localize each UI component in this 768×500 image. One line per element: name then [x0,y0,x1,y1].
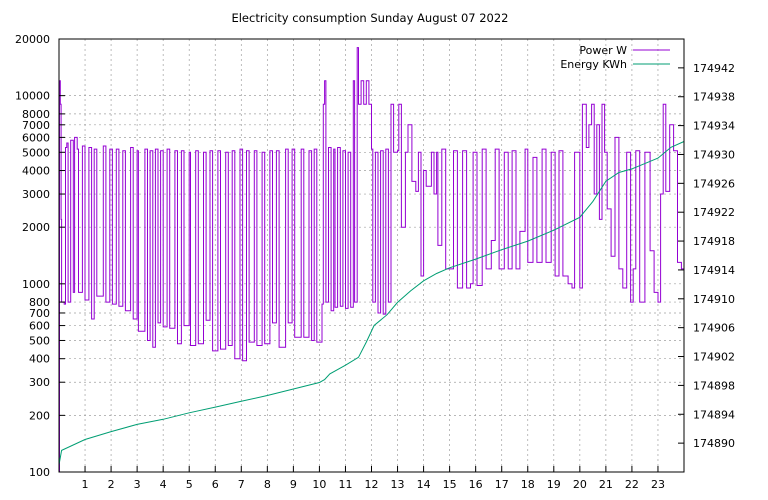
x-tick-label: 2 [108,478,115,491]
x-tick-label: 22 [625,478,639,491]
y2-tick-label: 174910 [693,293,735,306]
y2-tick-label: 174934 [693,120,735,133]
x-tick-label: 13 [391,478,405,491]
power-line [59,47,684,473]
power-series [59,47,684,473]
energy-series [58,141,685,465]
x-tick-label: 19 [547,478,561,491]
x-tick-label: 3 [134,478,141,491]
y2-tick-label: 174930 [693,148,735,161]
y-tick-label: 1000 [22,278,50,291]
legend-label-power: Power W [579,44,627,57]
x-tick-label: 17 [495,478,509,491]
y-tick-label: 100 [29,466,50,479]
energy-line [58,141,685,465]
y-tick-label: 600 [29,320,50,333]
x-tick-label: 16 [469,478,483,491]
y-tick-label: 700 [29,307,50,320]
y-tick-label: 2000 [22,221,50,234]
x-tick-label: 6 [212,478,219,491]
y2-tick-label: 174918 [693,235,735,248]
y-tick-label: 200 [29,409,50,422]
x-tick-label: 20 [573,478,587,491]
y2-tick-label: 174898 [693,379,735,392]
x-tick-label: 12 [365,478,379,491]
y-tick-label: 4000 [22,165,50,178]
y-tick-label: 3000 [22,188,50,201]
y-tick-label: 800 [29,296,50,309]
y-tick-label: 5000 [22,146,50,159]
y2-tick-label: 174922 [693,206,735,219]
x-tick-label: 9 [290,478,297,491]
y2-tick-label: 174894 [693,408,735,421]
legend: Power W Energy KWh [560,44,670,71]
x-tick-label: 21 [599,478,613,491]
y-tick-label: 10000 [15,90,50,103]
x-tick-label: 15 [443,478,457,491]
x-tick-label: 18 [521,478,535,491]
x-tick-label: 7 [238,478,245,491]
y-tick-label: 7000 [22,119,50,132]
y-tick-label: 500 [29,334,50,347]
y-tick-label: 300 [29,376,50,389]
y2-tick-label: 174942 [693,62,735,75]
y2-tick-label: 174890 [693,437,735,450]
chart-title: Electricity consumption Sunday August 07… [231,11,508,25]
y-tick-label: 6000 [22,131,50,144]
x-tick-label: 23 [651,478,665,491]
y2-tick-label: 174938 [693,91,735,104]
x-tick-label: 8 [264,478,271,491]
y2-tick-label: 174902 [693,351,735,364]
legend-label-energy: Energy KWh [560,58,627,71]
y-tick-label: 8000 [22,108,50,121]
x-tick-label: 1 [82,478,89,491]
x-tick-label: 4 [160,478,167,491]
x-tick-label: 14 [417,478,431,491]
y2-tick-label: 174926 [693,177,735,190]
y-tick-label: 20000 [15,33,50,46]
y2-tick-label: 174906 [693,322,735,335]
x-tick-label: 10 [312,478,326,491]
y-tick-label: 400 [29,353,50,366]
x-tick-label: 11 [338,478,352,491]
y2-tick-label: 174914 [693,264,735,277]
x-tick-label: 5 [186,478,193,491]
